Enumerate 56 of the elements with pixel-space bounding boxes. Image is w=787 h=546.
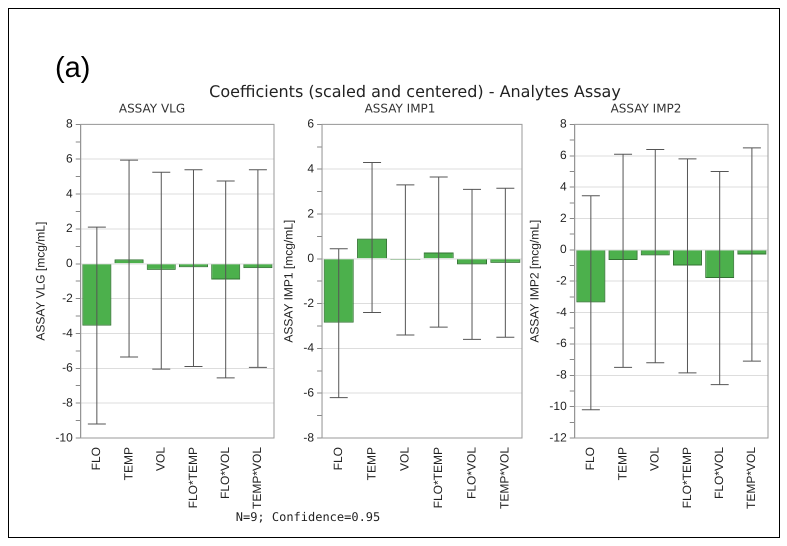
y-tick-label: 0 (307, 251, 314, 266)
x-tick-label: TEMP (364, 446, 378, 480)
y-tick-label: -8 (303, 430, 314, 444)
y-tick-label: 6 (307, 116, 314, 131)
x-tick-label: FLO (583, 446, 598, 470)
x-tick-label: FLO (89, 446, 104, 470)
x-tick-label: FLO*VOL (712, 446, 726, 500)
x-tick-label: TEMP*VOL (498, 446, 512, 509)
y-tick-label: -6 (62, 360, 74, 375)
x-tick-label: VOL (154, 446, 168, 471)
y-axis-title: ASSAY IMP1 [mcg/mL] (282, 220, 296, 343)
y-tick-label: -10 (549, 398, 568, 413)
y-tick-label: 0 (560, 242, 568, 256)
y-tick-label: -4 (556, 304, 568, 319)
x-tick-label: FLO*VOL (464, 446, 478, 500)
x-tick-label: VOL (648, 446, 662, 471)
y-tick-label: 2 (307, 206, 314, 220)
chart-title: ASSAY VLG (118, 101, 186, 116)
y-tick-label: -10 (55, 430, 74, 444)
text: N=9; Confidence=0.95 (236, 510, 380, 524)
y-tick-label: -6 (556, 336, 568, 350)
y-axis-title: ASSAY IMP2 [mcg/mL] (528, 220, 542, 343)
x-tick-label: TEMP (615, 446, 630, 480)
y-tick-label: 8 (66, 116, 74, 131)
x-tick-label: TEMP*VOL (250, 446, 264, 509)
text: (a) (55, 52, 90, 85)
chart-title: ASSAY IMP1 (364, 101, 436, 116)
y-tick-label: -6 (303, 386, 314, 400)
chart-title: ASSAY IMP2 (610, 101, 682, 116)
y-tick-label: 6 (560, 148, 568, 162)
y-tick-label: 4 (560, 179, 568, 194)
x-tick-label: FLO (331, 446, 346, 470)
y-tick-label: -2 (62, 290, 74, 305)
x-tick-label: FLO*TEMP (680, 446, 694, 508)
y-tick-label: -8 (556, 368, 568, 382)
x-tick-label: FLO*TEMP (431, 446, 446, 508)
x-tick-label: FLO*TEMP (186, 446, 200, 508)
x-tick-label: TEMP (121, 446, 136, 480)
y-tick-label: -4 (62, 326, 74, 340)
x-tick-label: TEMP*VOL (744, 446, 758, 509)
x-tick-label: VOL (398, 446, 412, 471)
y-tick-label: -8 (62, 395, 74, 410)
y-tick-label: -2 (303, 296, 314, 310)
y-tick-label: 2 (560, 210, 568, 225)
y-tick-label: 4 (307, 162, 314, 176)
y-tick-label: 4 (66, 186, 74, 200)
y-tick-label: -12 (549, 430, 568, 444)
y-tick-label: 8 (560, 116, 568, 131)
y-tick-label: 6 (66, 152, 74, 166)
y-tick-label: 2 (66, 221, 74, 236)
y-axis-title: ASSAY VLG [mcg/mL] (34, 222, 48, 341)
x-tick-label: FLO*VOL (218, 446, 232, 500)
y-tick-label: -4 (303, 340, 314, 355)
text: Coefficients (scaled and centered) - Analytes Assay (209, 82, 621, 101)
y-tick-label: -2 (556, 274, 568, 288)
y-tick-label: 0 (66, 256, 74, 270)
